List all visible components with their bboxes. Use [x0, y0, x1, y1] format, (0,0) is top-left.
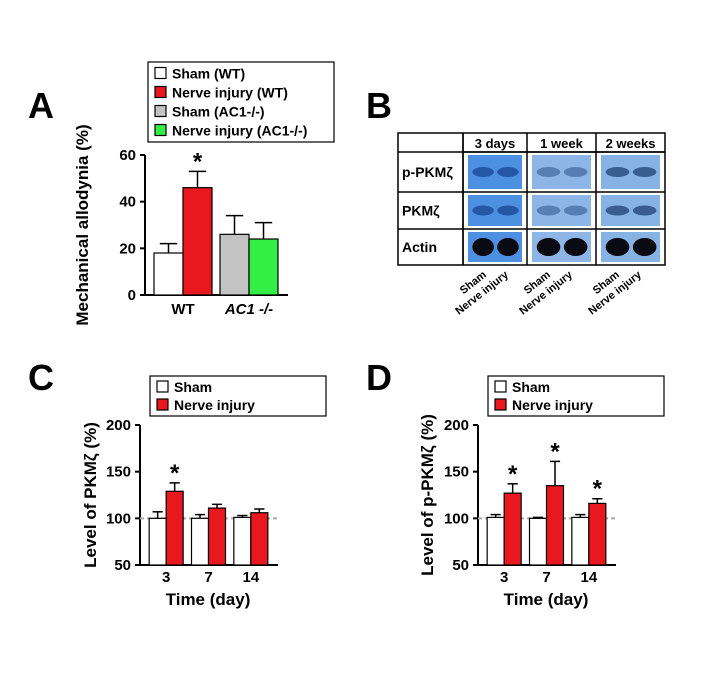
y-axis-label: Level of PKMζ (%)	[81, 422, 100, 568]
blot-band	[605, 167, 630, 177]
significance-marker: *	[508, 461, 518, 488]
blot-band	[605, 205, 630, 216]
panel-letter: B	[366, 85, 392, 126]
blot-band	[497, 238, 519, 256]
bar	[148, 517, 167, 566]
legend-label: Nerve injury	[512, 397, 593, 413]
x-tick-label: 7	[542, 569, 550, 586]
y-tick-label: 200	[444, 417, 469, 434]
y-tick-label: 60	[119, 147, 136, 164]
legend-swatch	[154, 66, 167, 80]
x-tick-label: 3	[162, 569, 170, 586]
legend-label: Sham	[174, 379, 212, 395]
panel-letter: C	[28, 357, 54, 398]
significance-marker: *	[593, 476, 603, 503]
blot-band	[563, 238, 588, 256]
bar	[165, 490, 184, 566]
bar	[545, 485, 565, 566]
row-label: p-PKMζ	[402, 164, 453, 180]
bar	[250, 512, 269, 566]
y-axis-label: Level of p-PKMζ (%)	[418, 414, 437, 576]
legend-swatch	[154, 85, 167, 99]
bar	[248, 238, 279, 296]
x-tick-label: WT	[171, 301, 194, 318]
legend-label: Nerve injury (AC1-/-)	[172, 123, 307, 139]
x-tick-label: 14	[242, 569, 259, 586]
x-tick-label: AC1 -/-	[224, 301, 273, 318]
y-tick-label: 50	[452, 557, 469, 574]
blot-band	[536, 238, 561, 256]
x-tick-label: 7	[204, 569, 212, 586]
legend-label: Sham	[512, 379, 550, 395]
panel-letter: A	[28, 85, 54, 126]
blot-band	[497, 167, 519, 177]
column-header: 1 week	[540, 136, 583, 151]
bar	[571, 516, 590, 566]
panel-letter: D	[366, 357, 392, 398]
significance-marker: *	[170, 460, 180, 487]
legend-box	[487, 375, 665, 417]
legend-label: Sham (WT)	[172, 66, 245, 82]
significance-marker: *	[193, 148, 203, 175]
legend-swatch	[494, 380, 507, 393]
bar	[233, 516, 252, 566]
blot-band	[632, 205, 657, 216]
y-tick-label: 50	[114, 557, 131, 574]
legend-swatch	[494, 398, 507, 411]
blot-band	[536, 205, 561, 216]
y-tick-label: 100	[444, 510, 469, 527]
x-axis-label: Time (day)	[504, 590, 589, 609]
legend-box	[147, 61, 335, 143]
blot-band	[472, 238, 494, 256]
y-tick-label: 100	[106, 510, 131, 527]
legend-label: Nerve injury	[174, 397, 255, 413]
bar	[207, 507, 227, 566]
bar	[588, 502, 607, 566]
x-tick-label: 3	[500, 569, 508, 586]
legend-box	[149, 375, 327, 417]
y-tick-label: 20	[119, 240, 136, 257]
y-tick-label: 0	[128, 287, 136, 304]
y-tick-label: 40	[119, 194, 136, 211]
legend-label: Nerve injury (WT)	[172, 85, 288, 101]
blot-band	[605, 238, 630, 256]
y-axis-label: Mechanical allodynia (%)	[73, 124, 92, 325]
blot-band	[497, 205, 519, 216]
legend-swatch	[154, 123, 167, 137]
bar	[486, 516, 505, 566]
legend-swatch	[156, 380, 169, 393]
column-header: 3 days	[475, 136, 515, 151]
blot-band	[472, 167, 494, 177]
bar	[190, 517, 210, 566]
blot-band	[536, 167, 561, 177]
column-header: 2 weeks	[606, 136, 656, 151]
x-axis-label: Time (day)	[166, 590, 251, 609]
y-tick-label: 150	[444, 464, 469, 481]
bar	[153, 252, 184, 296]
y-tick-label: 200	[106, 417, 131, 434]
bar	[219, 233, 250, 296]
blot-band	[472, 205, 494, 216]
legend-swatch	[156, 398, 169, 411]
y-tick-label: 150	[106, 464, 131, 481]
bar	[528, 517, 548, 566]
bar	[182, 187, 213, 296]
blot-band	[563, 167, 588, 177]
row-label: PKMζ	[402, 203, 440, 219]
blot-band	[632, 238, 657, 256]
blot-band	[563, 205, 588, 216]
bar	[503, 492, 522, 566]
legend-swatch	[154, 104, 167, 118]
x-tick-label: 14	[580, 569, 597, 586]
row-label: Actin	[402, 239, 437, 255]
legend-label: Sham (AC1-/-)	[172, 104, 265, 120]
significance-marker: *	[550, 438, 560, 465]
blot-band	[632, 167, 657, 177]
